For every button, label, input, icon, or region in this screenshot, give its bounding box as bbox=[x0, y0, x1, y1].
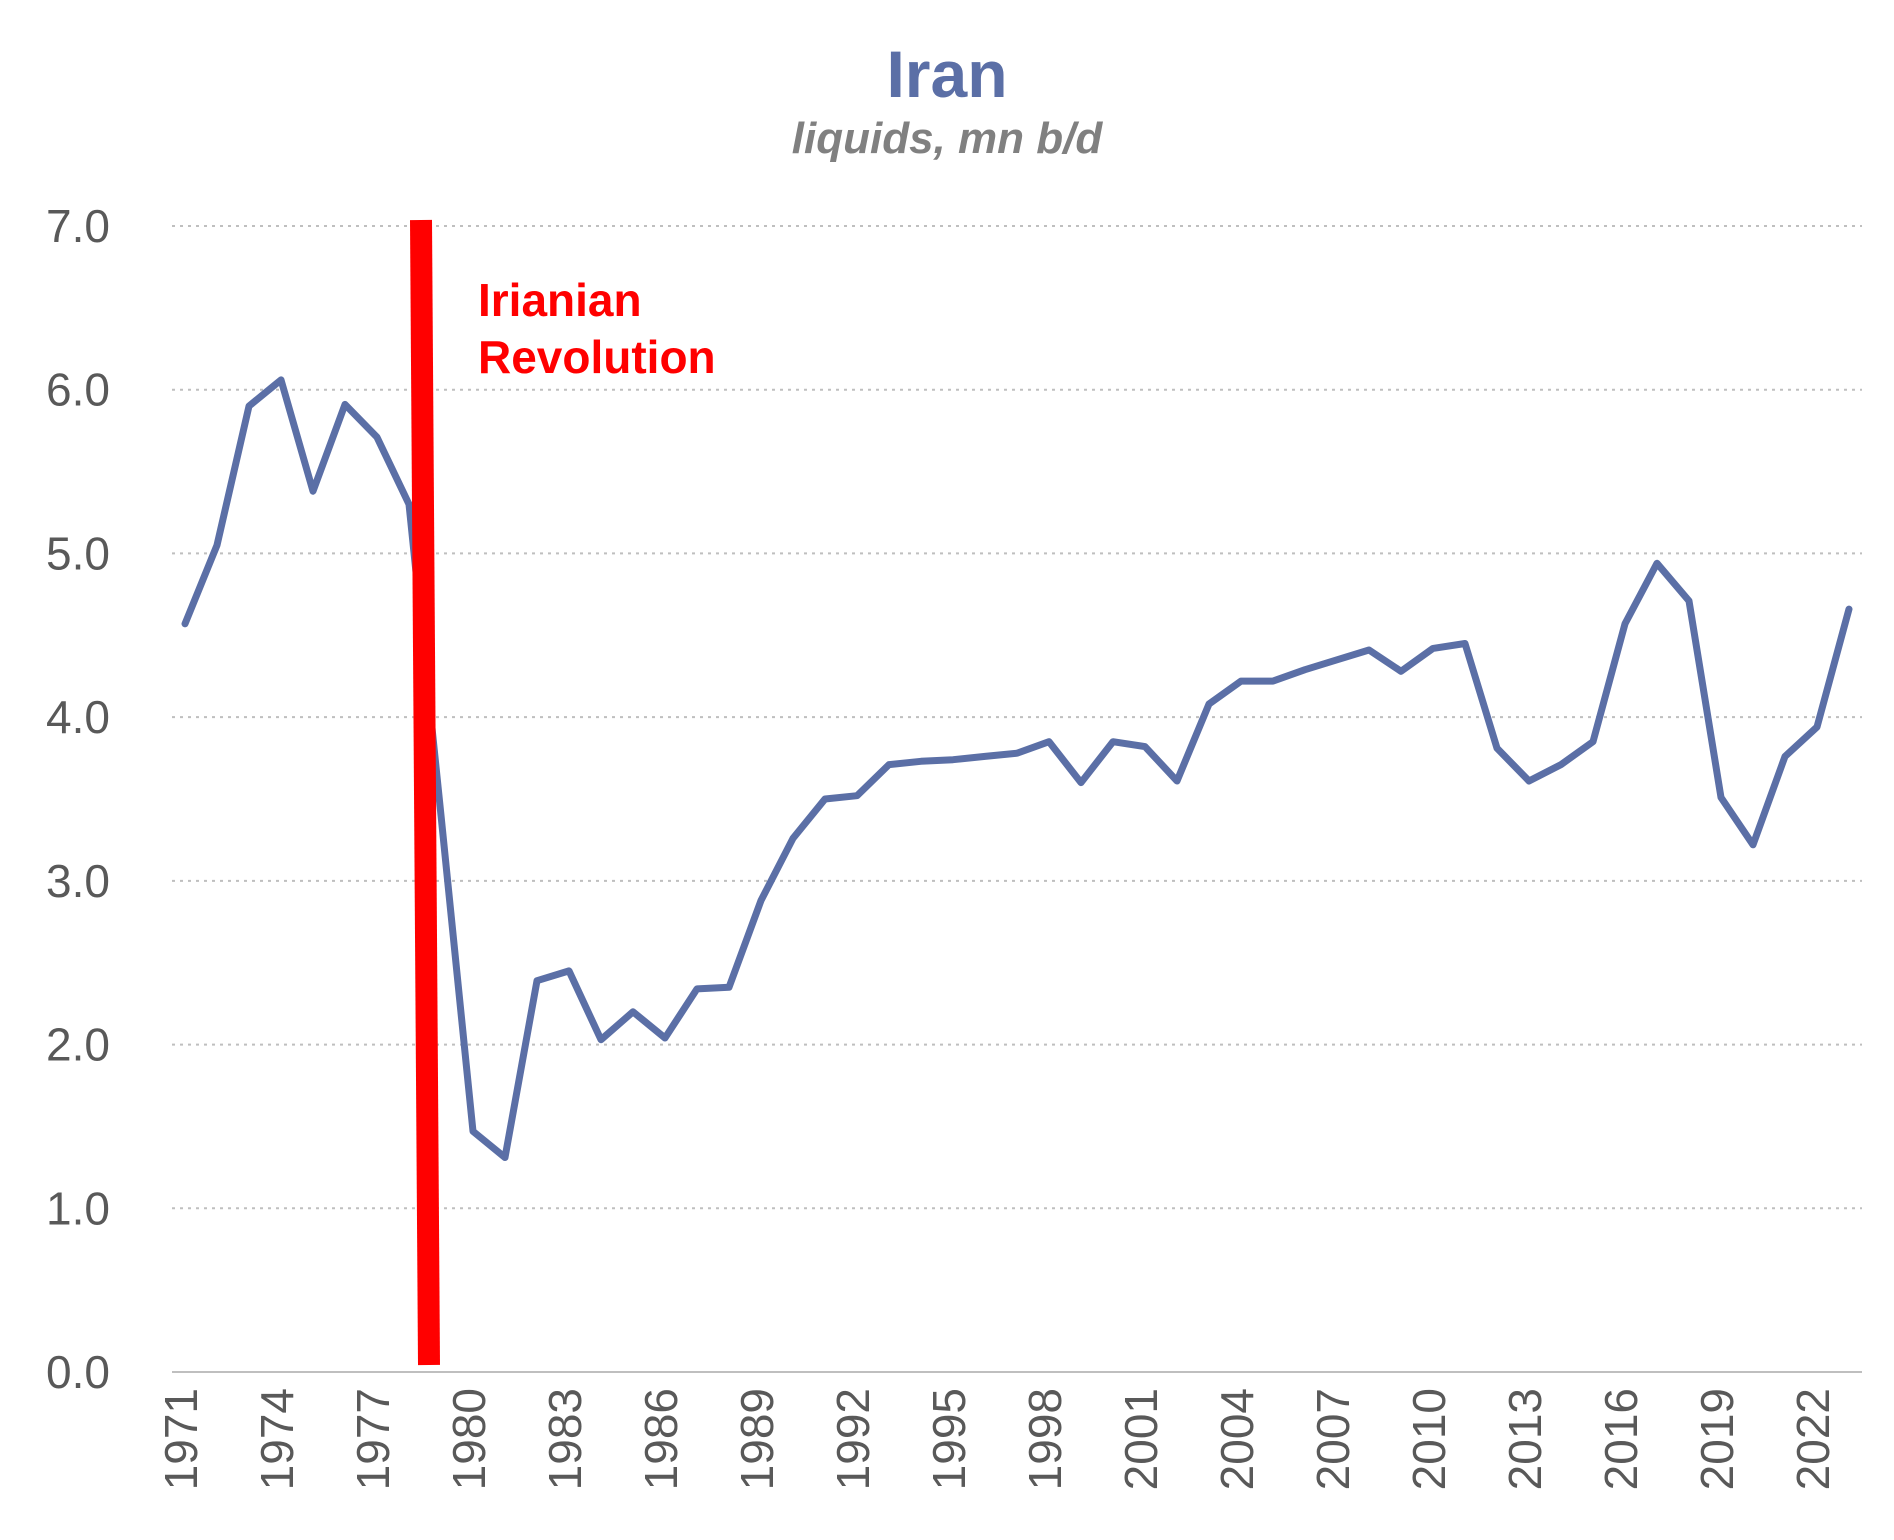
x-tick-label: 2001 bbox=[1115, 1388, 1167, 1490]
y-tick-label: 5.0 bbox=[46, 527, 110, 579]
x-tick-label: 1971 bbox=[155, 1388, 207, 1490]
x-tick-label: 1989 bbox=[731, 1388, 783, 1490]
series-layer bbox=[181, 376, 1853, 1161]
y-tick-label: 0.0 bbox=[46, 1346, 110, 1398]
y-tick-label: 3.0 bbox=[46, 855, 110, 907]
x-tick-label: 1998 bbox=[1019, 1388, 1071, 1490]
annotation-label: Revolution bbox=[478, 331, 716, 383]
x-tick-label: 2004 bbox=[1211, 1388, 1263, 1490]
x-tick-label: 2016 bbox=[1595, 1388, 1647, 1490]
x-tick-label: 2019 bbox=[1691, 1388, 1743, 1490]
y-tick-label: 7.0 bbox=[46, 200, 110, 252]
x-tick-label: 1992 bbox=[827, 1388, 879, 1490]
x-tick-label: 1974 bbox=[251, 1388, 303, 1490]
x-tick-label: 1977 bbox=[347, 1388, 399, 1490]
series-line bbox=[181, 376, 1853, 1161]
y-tick-label: 1.0 bbox=[46, 1182, 110, 1234]
x-tick-label: 1986 bbox=[635, 1388, 687, 1490]
x-tick-label: 2022 bbox=[1787, 1388, 1839, 1490]
x-tick-label: 2010 bbox=[1403, 1388, 1455, 1490]
grid-lines bbox=[172, 225, 1862, 1210]
x-tick-label: 1995 bbox=[923, 1388, 975, 1490]
chart-subtitle: liquids, mn b/d bbox=[791, 114, 1103, 163]
x-tick-label: 1983 bbox=[539, 1388, 591, 1490]
revolution-marker-line bbox=[410, 219, 440, 1366]
annotation-label: Irianian bbox=[478, 274, 642, 326]
y-tick-label: 2.0 bbox=[46, 1019, 110, 1071]
y-tick-label: 4.0 bbox=[46, 691, 110, 743]
axes: 0.0 1.0 2.0 3.0 4.0 5.0 6.0 7.0 1971 1974 1977 1980… bbox=[46, 200, 1862, 1490]
x-tick-label: 2013 bbox=[1499, 1388, 1551, 1490]
chart-title: Iran bbox=[886, 37, 1008, 111]
x-tick-label: 1980 bbox=[443, 1388, 495, 1490]
y-tick-label: 6.0 bbox=[46, 364, 110, 416]
x-tick-label: 2007 bbox=[1307, 1388, 1359, 1490]
